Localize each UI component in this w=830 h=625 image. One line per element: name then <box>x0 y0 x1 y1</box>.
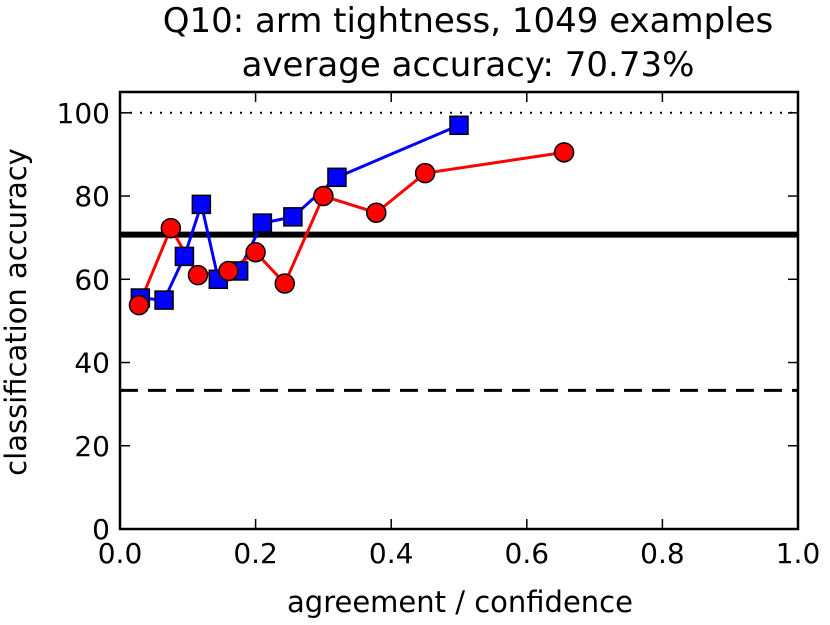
y-tick-label: 80 <box>74 180 110 213</box>
x-tick-label: 0.0 <box>98 537 143 570</box>
plot-area: 0.0 0.2 0.4 0.6 0.8 1.0 0 20 40 60 80 100 <box>57 90 821 570</box>
y-tick-label: 40 <box>74 347 110 380</box>
x-axis-label: agreement / confidence <box>287 585 633 619</box>
data-point-square <box>252 213 273 233</box>
data-point-circle <box>553 142 575 163</box>
chart-title-line2: average accuracy: 70.73% <box>242 45 695 85</box>
data-point-circle <box>187 264 209 286</box>
plot-frame <box>118 90 800 531</box>
y-tick-label: 20 <box>74 430 110 463</box>
x-tick-label: 0.8 <box>640 537 685 570</box>
data-point-circle <box>274 273 296 294</box>
x-tick-label: 0.6 <box>505 537 550 570</box>
data-point-circle <box>414 162 436 184</box>
y-axis-label: classification accuracy <box>0 148 33 476</box>
data-point-circle <box>160 217 182 239</box>
data-point-square <box>174 246 195 267</box>
data-point-square <box>154 290 174 310</box>
data-point-circle <box>245 241 266 263</box>
x-tick-label: 0.4 <box>369 537 414 570</box>
data-point-square <box>449 115 469 136</box>
data-point-square <box>191 194 212 215</box>
x-tick-label: 0.2 <box>233 537 278 570</box>
data-point-circle <box>218 260 239 282</box>
y-tick-label: 100 <box>57 97 110 130</box>
data-point-circle <box>313 185 334 207</box>
chart-title-line1: Q10: arm tightness, 1049 examples <box>163 1 774 41</box>
y-tick-label: 60 <box>74 263 110 296</box>
x-tick-label: 1.0 <box>776 537 821 570</box>
data-point-circle <box>366 202 387 223</box>
data-point-square <box>283 207 303 227</box>
y-tick-label: 0 <box>92 513 110 546</box>
data-point-circle <box>128 294 150 316</box>
data-point-square <box>327 167 347 188</box>
